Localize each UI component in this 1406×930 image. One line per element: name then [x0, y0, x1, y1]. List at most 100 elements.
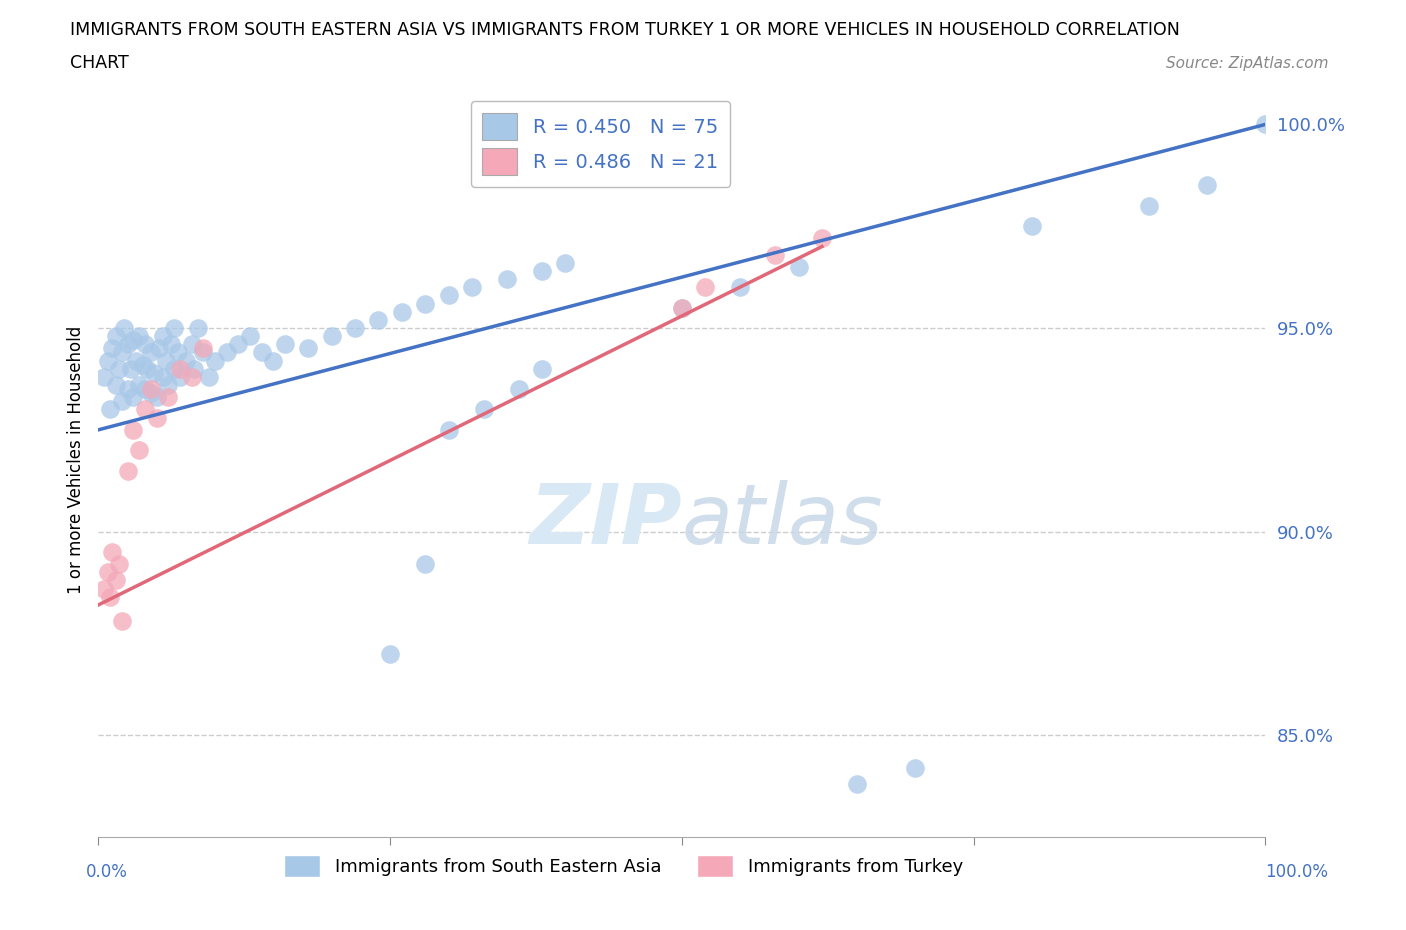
Point [413, 557, 436, 572]
Point [98, 402, 121, 417]
Point [117, 337, 139, 352]
Text: CHART: CHART [70, 54, 129, 72]
Text: Source: ZipAtlas.com: Source: ZipAtlas.com [1166, 56, 1329, 71]
Point [139, 381, 162, 396]
Point [117, 381, 139, 396]
Point [274, 337, 297, 352]
Point [139, 345, 162, 360]
Point [143, 365, 166, 380]
Point [1137, 198, 1160, 213]
Point [1254, 117, 1277, 132]
Point [787, 259, 810, 274]
Point [93, 581, 115, 596]
Point [139, 386, 162, 401]
Point [297, 341, 319, 356]
Point [152, 328, 174, 343]
Point [1021, 219, 1043, 233]
Text: 100.0%: 100.0% [1265, 863, 1327, 881]
Point [391, 304, 413, 319]
Point [846, 777, 869, 791]
Point [250, 345, 273, 360]
Point [380, 646, 402, 661]
Point [695, 280, 717, 295]
Point [159, 337, 181, 352]
Legend: Immigrants from South Eastern Asia, Immigrants from Turkey: Immigrants from South Eastern Asia, Immi… [277, 848, 970, 884]
Point [155, 353, 177, 368]
Point [763, 247, 786, 262]
Point [97, 353, 120, 368]
Point [111, 394, 134, 409]
Point [180, 337, 202, 352]
Point [193, 341, 215, 356]
Point [157, 390, 180, 405]
Point [413, 296, 436, 311]
Point [163, 321, 186, 336]
Point [321, 328, 343, 343]
Point [122, 333, 145, 348]
Point [228, 337, 250, 352]
Point [461, 280, 484, 295]
Point [148, 341, 170, 356]
Point [904, 761, 927, 776]
Point [730, 280, 752, 295]
Text: atlas: atlas [682, 480, 883, 561]
Point [169, 369, 191, 384]
Point [101, 545, 124, 560]
Point [104, 378, 127, 392]
Point [671, 300, 693, 315]
Point [136, 361, 159, 376]
Point [112, 321, 135, 336]
Point [111, 614, 134, 629]
Point [215, 345, 238, 360]
Point [671, 300, 693, 315]
Point [97, 565, 120, 579]
Point [104, 328, 127, 343]
Point [128, 443, 150, 458]
Point [193, 345, 215, 360]
Point [146, 410, 169, 425]
Text: 0.0%: 0.0% [86, 863, 128, 881]
Text: ZIP: ZIP [529, 480, 682, 561]
Point [180, 369, 202, 384]
Point [169, 361, 191, 376]
Point [125, 353, 148, 368]
Point [134, 337, 156, 352]
Point [262, 353, 284, 368]
Point [239, 328, 262, 343]
Point [187, 321, 209, 336]
Point [122, 390, 145, 405]
Point [1195, 178, 1218, 193]
Point [174, 353, 197, 368]
Point [98, 590, 121, 604]
Point [437, 422, 460, 437]
Point [437, 288, 460, 303]
Point [811, 231, 834, 246]
Point [111, 345, 134, 360]
Point [166, 345, 188, 360]
Point [108, 557, 131, 572]
Point [496, 272, 519, 286]
Point [198, 369, 221, 384]
Point [152, 369, 174, 384]
Y-axis label: 1 or more Vehicles in Household: 1 or more Vehicles in Household [66, 326, 84, 594]
Point [157, 378, 180, 392]
Point [204, 353, 226, 368]
Point [183, 361, 205, 376]
Point [530, 263, 553, 278]
Point [132, 357, 155, 372]
Point [93, 369, 115, 384]
Point [128, 378, 150, 392]
Point [134, 381, 156, 396]
Point [530, 361, 553, 376]
Point [101, 341, 124, 356]
Point [367, 312, 389, 327]
Point [508, 381, 530, 396]
Point [122, 422, 145, 437]
Point [104, 573, 127, 588]
Point [120, 361, 142, 376]
Point [128, 328, 150, 343]
Point [554, 256, 576, 271]
Point [472, 402, 495, 417]
Point [134, 402, 156, 417]
Point [108, 361, 131, 376]
